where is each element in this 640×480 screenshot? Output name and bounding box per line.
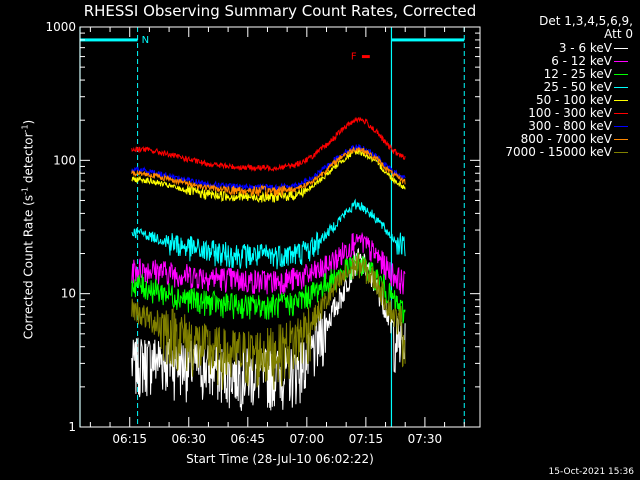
x-tick-label: 07:00 <box>290 432 325 446</box>
interval-bar <box>80 38 138 42</box>
legend-label: 300 - 800 keV <box>528 119 612 133</box>
legend-label: 50 - 100 keV <box>535 93 612 107</box>
x-tick-label: 06:15 <box>112 432 147 446</box>
legend-swatch <box>614 100 628 101</box>
legend-entry: 12 - 25 keV <box>484 68 634 81</box>
series-line <box>131 146 406 197</box>
legend-label: 100 - 300 keV <box>528 106 612 120</box>
series-line <box>131 231 406 295</box>
x-tick-label: 06:45 <box>230 432 265 446</box>
attenuator-state: Att 0 <box>604 27 633 41</box>
legend-swatch <box>614 61 628 62</box>
timestamp: 15-Oct-2021 15:36 <box>548 467 634 477</box>
interval-label: F <box>351 52 357 63</box>
interval-bar <box>361 55 370 59</box>
interval-label: N <box>142 35 149 46</box>
legend-entry: 100 - 300 keV <box>484 107 634 120</box>
y-tick-label: 1 <box>68 420 76 434</box>
legend-label: 25 - 50 keV <box>543 80 612 94</box>
legend-label: 12 - 25 keV <box>543 67 612 81</box>
legend-label: 3 - 6 keV <box>558 41 612 55</box>
legend-label: 800 - 7000 keV <box>520 132 612 146</box>
legend-entry: 300 - 800 keV <box>484 120 634 133</box>
legend-swatch <box>614 74 628 75</box>
series-line <box>131 144 406 192</box>
legend-swatch <box>614 139 628 140</box>
x-tick-label: 07:15 <box>349 432 384 446</box>
legend-swatch <box>614 152 628 153</box>
legend-entry: 7000 - 15000 keV <box>484 146 634 159</box>
legend-entry: 6 - 12 keV <box>484 55 634 68</box>
plot-frame <box>79 26 481 428</box>
y-axis-label: Corrected Count Rate (s-1 detector-1) <box>20 119 36 340</box>
chart-title: RHESSI Observing Summary Count Rates, Co… <box>83 2 477 20</box>
legend-label: 6 - 12 keV <box>551 54 612 68</box>
y-tick-label: 10 <box>61 287 76 301</box>
series-line <box>131 116 406 172</box>
y-tick-label: 100 <box>53 153 76 167</box>
legend-swatch <box>614 113 628 114</box>
legend-swatch <box>614 126 628 127</box>
axis-ticks: 1 10 100 1000 06:15 06:30 06:45 07:00 07:15 07:30 <box>45 20 480 446</box>
observing-intervals: NF <box>80 35 465 63</box>
y-tick-label: 1000 <box>45 20 76 34</box>
series-line <box>131 198 406 270</box>
legend-entry: 800 - 7000 keV <box>484 133 634 146</box>
legend: 3 - 6 keV 6 - 12 keV 12 - 25 keV 25 - 50 ke… <box>484 42 634 159</box>
legend-label: 7000 - 15000 keV <box>505 145 612 159</box>
x-axis-label: Start Time (28-Jul-10 06:02:22) <box>186 452 374 466</box>
interval-bar <box>391 38 465 42</box>
legend-swatch <box>614 48 628 49</box>
series-lines <box>131 116 406 411</box>
legend-swatch <box>614 87 628 88</box>
legend-entry: 25 - 50 keV <box>484 81 634 94</box>
legend-entry: 50 - 100 keV <box>484 94 634 107</box>
detector-list: Det 1,3,4,5,6,9, <box>539 14 633 28</box>
x-tick-label: 06:30 <box>171 432 206 446</box>
series-line <box>131 252 406 390</box>
x-tick-label: 07:30 <box>408 432 443 446</box>
legend-entry: 3 - 6 keV <box>484 42 634 55</box>
